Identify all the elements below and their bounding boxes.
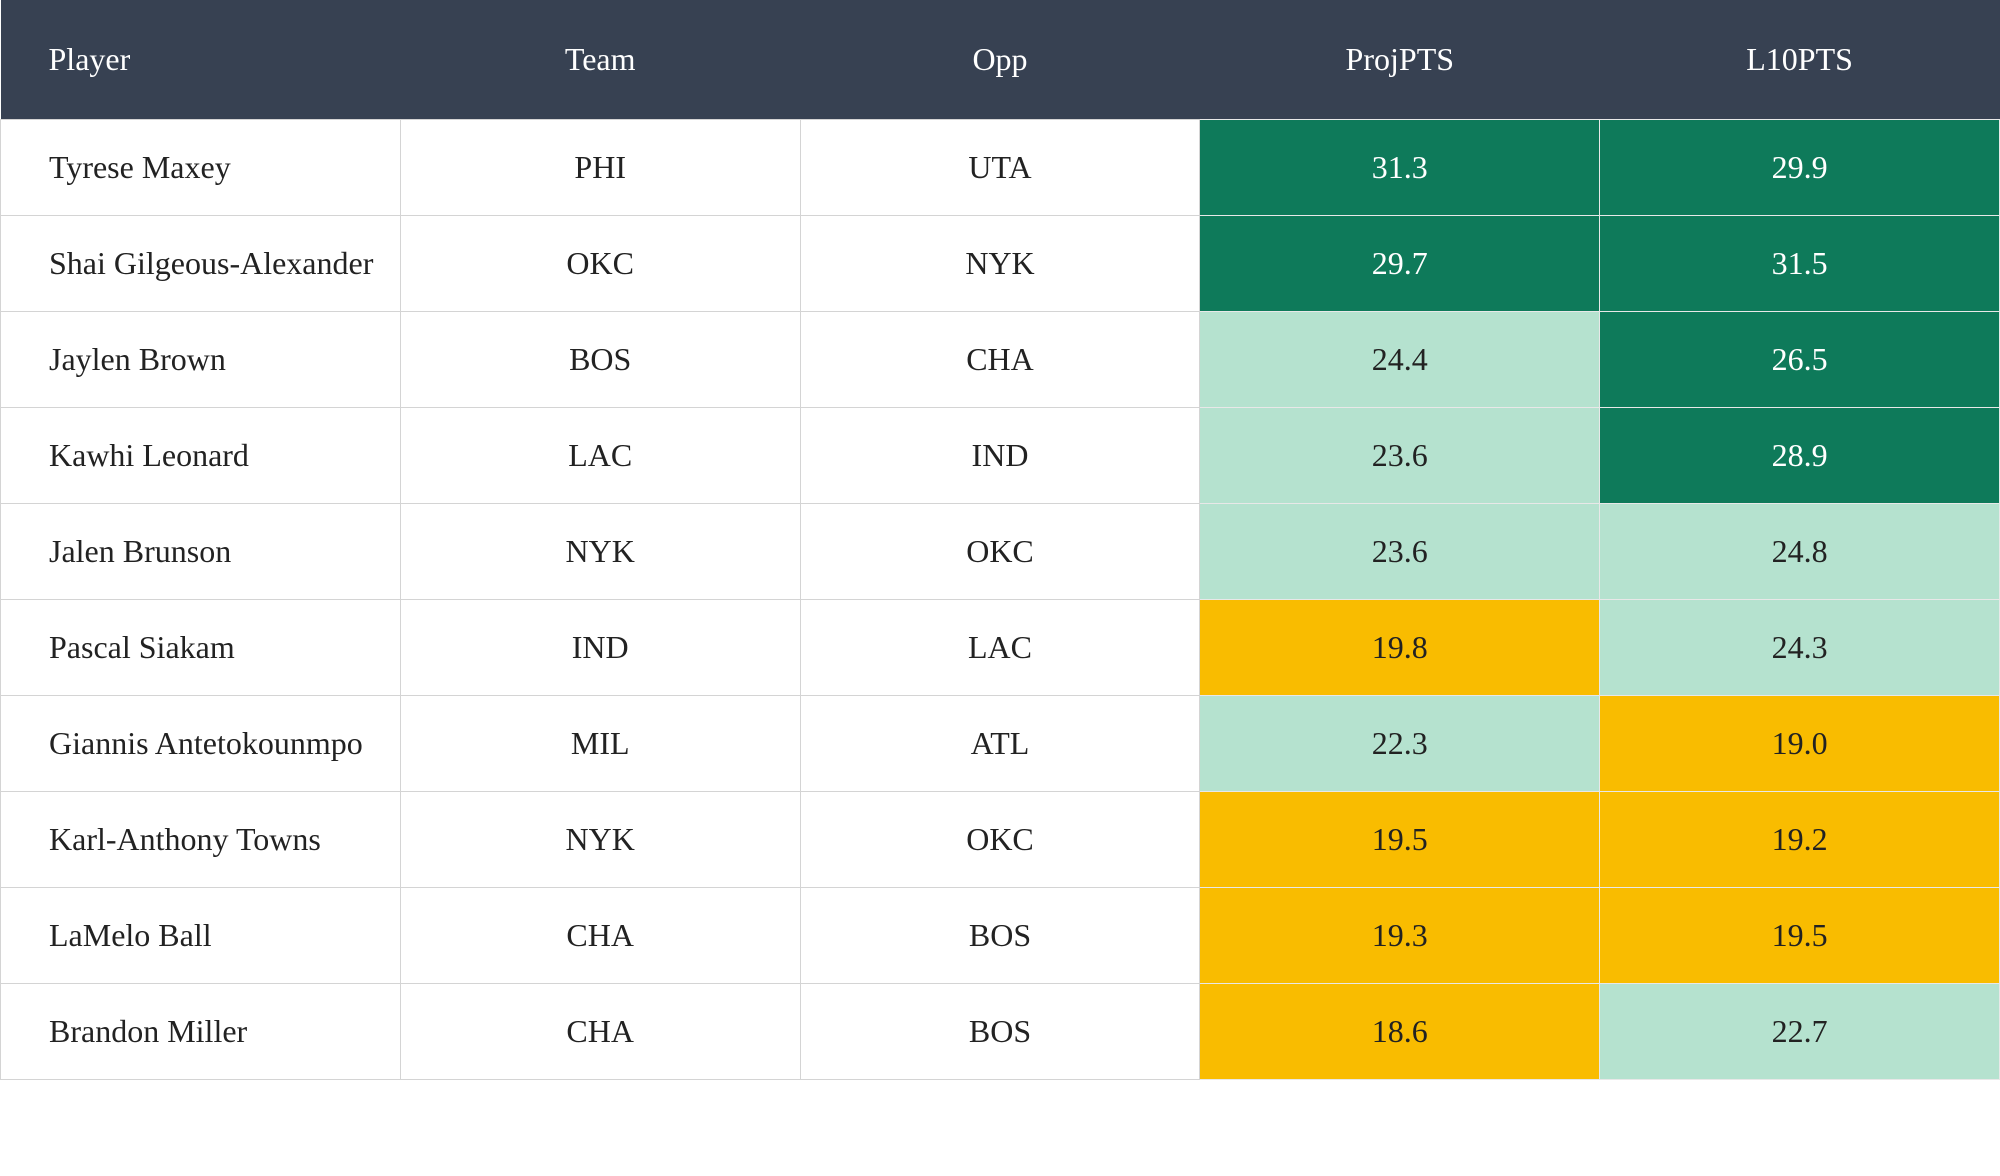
table-cell: 22.3 [1199, 695, 1601, 792]
table-body: Tyrese Maxey PHI UTA 31.3 29.9 Shai Gilgeous-… [0, 119, 2000, 1080]
table-cell: ATL [799, 695, 1201, 792]
table-row: Jaylen Brown BOS CHA 24.4 26.5 [0, 311, 2000, 408]
table-cell: 24.8 [1599, 503, 2000, 600]
table-cell: LaMelo Ball [0, 887, 401, 984]
table-row: Giannis Antetokounmpo MIL ATL 22.3 19.0 [0, 695, 2000, 792]
table-cell: UTA [799, 119, 1201, 216]
table-cell: 26.5 [1599, 311, 2000, 408]
table-row: Karl-Anthony Towns NYK OKC 19.5 19.2 [0, 791, 2000, 888]
table-cell: LAC [799, 599, 1201, 696]
table-row: Kawhi Leonard LAC IND 23.6 28.9 [0, 407, 2000, 504]
column-header: ProjPTS [1199, 0, 1600, 120]
table-row: Pascal Siakam IND LAC 19.8 24.3 [0, 599, 2000, 696]
table-cell: CHA [799, 311, 1201, 408]
table-cell: Jalen Brunson [0, 503, 401, 600]
table-cell: 19.0 [1599, 695, 2000, 792]
table-cell: NYK [399, 503, 801, 600]
table-row: Shai Gilgeous-Alexander OKC NYK 29.7 31.5 [0, 215, 2000, 312]
table-cell: 24.4 [1199, 311, 1601, 408]
table-cell: IND [799, 407, 1201, 504]
table-row: LaMelo Ball CHA BOS 19.3 19.5 [0, 887, 2000, 984]
table-cell: 31.5 [1599, 215, 2000, 312]
table-cell: CHA [399, 887, 801, 984]
table-cell: 22.7 [1599, 983, 2000, 1080]
table-cell: 23.6 [1199, 503, 1601, 600]
table-row: Brandon Miller CHA BOS 18.6 22.7 [0, 983, 2000, 1080]
table-cell: LAC [399, 407, 801, 504]
table-cell: Giannis Antetokounmpo [0, 695, 401, 792]
table-cell: 31.3 [1199, 119, 1601, 216]
table-cell: 19.2 [1599, 791, 2000, 888]
table-cell: Pascal Siakam [0, 599, 401, 696]
table-row: Jalen Brunson NYK OKC 23.6 24.8 [0, 503, 2000, 600]
table-cell: 19.5 [1599, 887, 2000, 984]
table-cell: NYK [799, 215, 1201, 312]
table-cell: BOS [799, 983, 1201, 1080]
table-cell: 19.3 [1199, 887, 1601, 984]
table-header: Player Team Opp ProjPTS L10PTS [0, 0, 2000, 120]
table-cell: OKC [399, 215, 801, 312]
table-cell: 28.9 [1599, 407, 2000, 504]
table-cell: IND [399, 599, 801, 696]
stats-table: Player Team Opp ProjPTS L10PTS Tyrese Maxey P… [0, 0, 2000, 1080]
table-cell: 24.3 [1599, 599, 2000, 696]
table-cell: Kawhi Leonard [0, 407, 401, 504]
header-row: Player Team Opp ProjPTS L10PTS [0, 0, 2000, 120]
column-header: Player [0, 0, 401, 120]
table-cell: OKC [799, 503, 1201, 600]
column-header: L10PTS [1599, 0, 2000, 120]
table-cell: 19.5 [1199, 791, 1601, 888]
table-cell: BOS [399, 311, 801, 408]
table-cell: 18.6 [1199, 983, 1601, 1080]
table-cell: Brandon Miller [0, 983, 401, 1080]
table-cell: 19.8 [1199, 599, 1601, 696]
table-cell: Tyrese Maxey [0, 119, 401, 216]
table-cell: OKC [799, 791, 1201, 888]
table-cell: 29.9 [1599, 119, 2000, 216]
table-cell: NYK [399, 791, 801, 888]
table-row: Tyrese Maxey PHI UTA 31.3 29.9 [0, 119, 2000, 216]
table-cell: CHA [399, 983, 801, 1080]
table-cell: 29.7 [1199, 215, 1601, 312]
table-cell: Shai Gilgeous-Alexander [0, 215, 401, 312]
column-header: Opp [800, 0, 1200, 120]
table-cell: PHI [399, 119, 801, 216]
table-cell: MIL [399, 695, 801, 792]
table-cell: BOS [799, 887, 1201, 984]
table-cell: Karl-Anthony Towns [0, 791, 401, 888]
table-cell: 23.6 [1199, 407, 1601, 504]
table-cell: Jaylen Brown [0, 311, 401, 408]
column-header: Team [400, 0, 801, 120]
